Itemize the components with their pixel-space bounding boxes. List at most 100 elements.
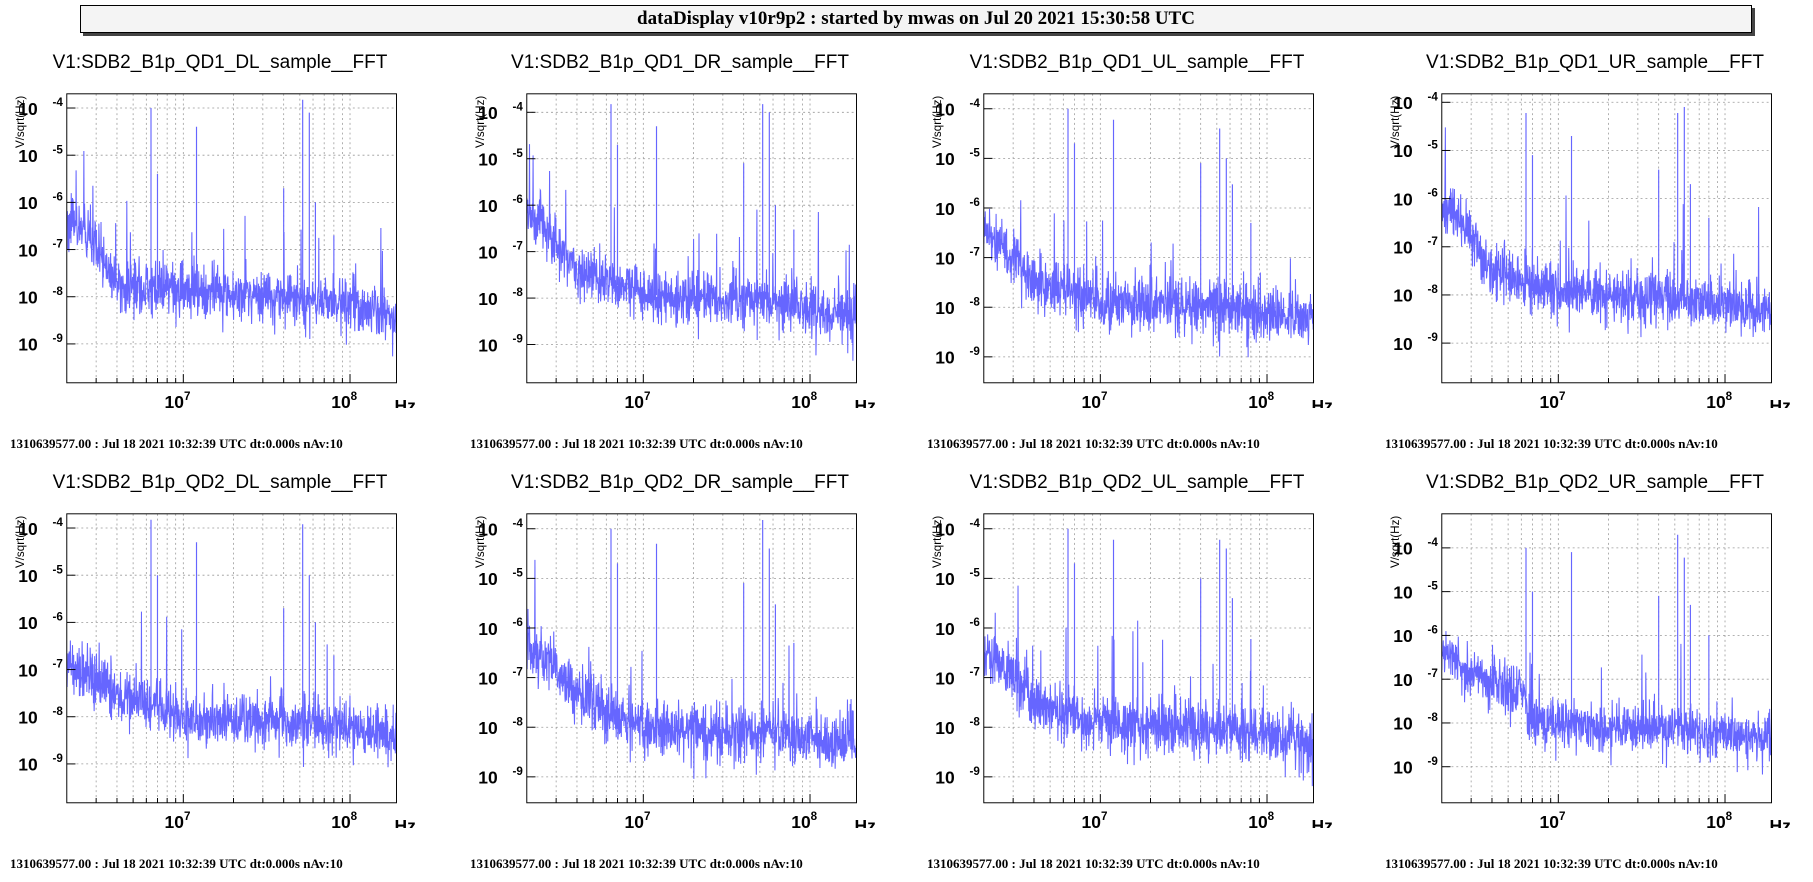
fft-plot: 107 108 10-9 10-8 10-7 10-6 10-5 10 -4 Hz V/sqrt(H… [14, 513, 417, 828]
y-tick-label: 10 -9 [1393, 331, 1438, 354]
chart-footer: 1310639577.00 : Jul 18 2021 10:32:39 UTC… [927, 436, 1260, 451]
plot-frame [66, 513, 397, 804]
fft-panel: V1:SDB2_B1p_QD1_UL_sample__FFT 107 108 10 -9… [927, 52, 1387, 462]
y-tick-label: 10 -7 [1393, 667, 1438, 690]
x-tick-label: 107 [165, 390, 191, 408]
plot-frame [526, 93, 857, 384]
peak-group [1525, 534, 1710, 732]
fft-panel: V1:SDB2_B1p_QD1_DR_sample__FFT 107 108 10 -9… [470, 52, 930, 462]
noise-trace [983, 200, 1314, 358]
x-tick-label: 108 [331, 390, 357, 408]
y-tick-label: 10 -8 [18, 285, 63, 308]
peak-group [1525, 106, 1710, 305]
chart-title: V1:SDB2_B1p_QD1_DR_sample__FFT [511, 52, 849, 73]
grid [526, 93, 857, 383]
noise-trace [66, 151, 397, 357]
x-tick-label: 107 [1082, 390, 1108, 408]
x-tick-label: 107 [625, 810, 651, 828]
x-axis-label: Hz [855, 816, 877, 828]
grid [1441, 513, 1772, 803]
fft-plot: 107 108 10-9 10-8 10-7 10-6 10-5 10 -4 Hz V/sqrt(H… [474, 513, 877, 828]
y-tick-label: 10 -9 [18, 752, 63, 775]
y-tick-label: 10 -6 [478, 616, 523, 639]
y-tick-label: 10 -4 [1393, 90, 1438, 113]
fft-panel: V1:SDB2_B1p_QD1_UR_sample__FFT 107 108 10 -9… [1385, 52, 1813, 462]
y-tick-label: 10 -6 [18, 190, 63, 213]
x-axis-label: Hz [1312, 816, 1334, 828]
y-tick-label: 10 -8 [935, 715, 980, 738]
y-tick-label: 10 -5 [1393, 139, 1438, 162]
y-tick-label: 10 -7 [478, 666, 523, 689]
chart-footer: 1310639577.00 : Jul 18 2021 10:32:39 UTC… [10, 436, 343, 451]
y-tick-label: 10 -8 [478, 715, 523, 738]
chart-footer: 1310639577.00 : Jul 18 2021 10:32:39 UTC… [927, 856, 1260, 871]
x-axis-label: Hz [395, 816, 417, 828]
y-tick-label: 10 -8 [478, 286, 523, 309]
y-tick-label: 10 -4 [935, 97, 980, 120]
chart-footer: 1310639577.00 : Jul 18 2021 10:32:39 UTC… [1385, 856, 1718, 871]
y-axis-label: V/sqrt(Hz) [14, 516, 27, 568]
y-tick-label: 10 -4 [478, 100, 523, 123]
fft-panel: V1:SDB2_B1p_QD1_DL_sample__FFT 107 108 10 -9… [10, 52, 470, 462]
y-tick-label: 10 -9 [478, 765, 523, 788]
fft-panel: V1:SDB2_B1p_QD2_DR_sample__FFT 107 108 10 -9… [470, 472, 930, 882]
y-tick-label: 10 -4 [18, 96, 63, 119]
x-tick-marks [555, 374, 811, 383]
y-tick-label: 10 -6 [1393, 187, 1438, 210]
y-tick-label: 10 -9 [1393, 755, 1438, 778]
y-tick-label: 10 -5 [935, 146, 980, 169]
y-tick-label: 10 -7 [18, 238, 63, 261]
y-tick-label: 10 -7 [935, 246, 980, 269]
fft-plot: 107 108 10-9 10-8 10-7 10-6 10-5 10 -4 Hz V/sqrt(H… [931, 513, 1334, 828]
noise-trace [526, 144, 857, 361]
chart-title: V1:SDB2_B1p_QD2_DL_sample__FFT [52, 472, 388, 493]
noise-trace [66, 611, 397, 768]
peak-group [610, 104, 795, 307]
fft-panel: V1:SDB2_B1p_QD2_UR_sample__FFT 107 108 10 -9… [1385, 472, 1813, 882]
plot-frame [1441, 513, 1772, 804]
plot-frame [983, 513, 1314, 804]
y-axis-label: V/sqrt(Hz) [474, 516, 487, 568]
y-tick-label: 10 -4 [478, 517, 523, 540]
x-tick-label: 107 [1082, 810, 1108, 828]
x-axis-label: Hz [1770, 396, 1792, 408]
noise-trace [1441, 127, 1772, 338]
plot-frame [66, 93, 397, 384]
fft-panel: V1:SDB2_B1p_QD2_UL_sample__FFT 107 108 10 -9… [927, 472, 1387, 882]
peak-group [150, 99, 335, 303]
y-tick-label: 10 -4 [935, 517, 980, 540]
x-tick-label: 107 [1540, 390, 1566, 408]
x-tick-label: 108 [1706, 810, 1732, 828]
y-tick-label: 10 -7 [18, 658, 63, 681]
x-axis-label: Hz [1770, 816, 1792, 828]
plot-frame [983, 93, 1314, 384]
plot-frame [526, 513, 857, 804]
y-tick-label: 10 -7 [935, 666, 980, 689]
noise-trace [526, 559, 857, 779]
y-tick-label: 10 -5 [478, 147, 523, 170]
chart-title: V1:SDB2_B1p_QD1_UL_sample__FFT [969, 52, 1305, 73]
chart-title: V1:SDB2_B1p_QD2_DR_sample__FFT [511, 472, 849, 493]
y-tick-label: 10 -9 [935, 345, 980, 368]
peak-group [150, 519, 335, 726]
x-tick-marks [1470, 794, 1726, 803]
page-title: dataDisplay v10r9p2 : started by mwas on… [80, 5, 1752, 33]
x-tick-label: 108 [791, 810, 817, 828]
noise-trace [983, 585, 1314, 787]
chart-footer: 1310639577.00 : Jul 18 2021 10:32:39 UTC… [1385, 436, 1718, 451]
peak-group [610, 520, 795, 737]
y-tick-label: 10 -6 [18, 610, 63, 633]
fft-panel: V1:SDB2_B1p_QD2_DL_sample__FFT 107 108 10 -9… [10, 472, 470, 882]
x-tick-label: 107 [165, 810, 191, 828]
x-tick-marks [95, 794, 351, 803]
x-tick-marks [95, 374, 351, 383]
x-tick-marks [1012, 374, 1268, 383]
grid [983, 93, 1314, 383]
x-tick-marks [1470, 374, 1726, 383]
y-axis-label: V/sqrt(Hz) [931, 516, 944, 568]
x-tick-marks [1012, 794, 1268, 803]
peak-group [1067, 528, 1252, 734]
y-tick-label: 10 -8 [1393, 711, 1438, 734]
x-axis-label: Hz [855, 396, 877, 408]
fft-plot: 107 108 10-9 10-8 10-7 10-6 10-5 10 -4 Hz V/sqrt(H… [14, 93, 416, 408]
